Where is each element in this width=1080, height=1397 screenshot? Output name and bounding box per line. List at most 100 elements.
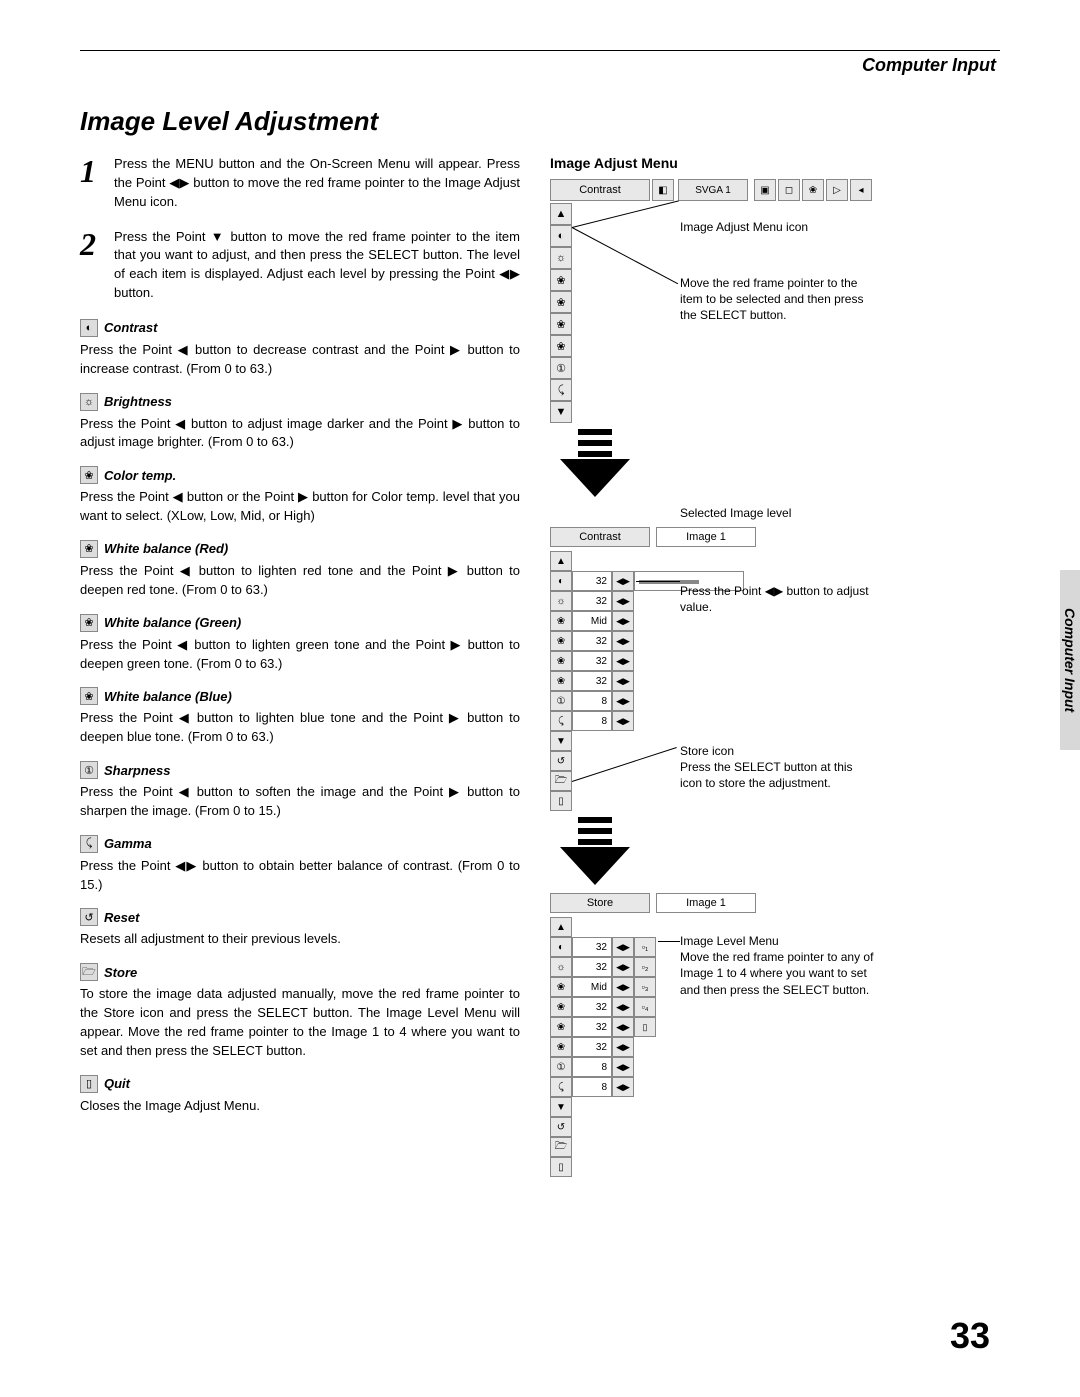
val: 32 <box>572 997 612 1017</box>
section-body: Press the Point ◀ button to soften the i… <box>80 783 520 821</box>
section-title: Store <box>104 965 137 980</box>
section-title: Gamma <box>104 836 152 851</box>
caption-store-b: Press the SELECT button at this icon to … <box>680 759 870 791</box>
section-wb-red: ❀White balance (Red) Press the Point ◀ b… <box>80 540 520 600</box>
section-title: Color temp. <box>104 468 176 483</box>
wb-red-icon: ❀ <box>550 291 572 313</box>
spinner-icon: ◀▶ <box>612 1077 634 1097</box>
pointer-line <box>636 581 680 582</box>
val: 32 <box>572 957 612 977</box>
big-arrow-2 <box>560 817 630 887</box>
colortemp-icon: ❀ <box>550 611 572 631</box>
contrast-icon: ◐ <box>80 319 98 337</box>
val: 32 <box>572 1017 612 1037</box>
contrast-icon: ◐ <box>550 225 572 247</box>
brightness-icon: ☼ <box>80 393 98 411</box>
section-sharpness: ①Sharpness Press the Point ◀ button to s… <box>80 761 520 821</box>
menu-icon: ◧ <box>652 179 674 201</box>
section-store: 🗁 Store To store the image data adjusted … <box>80 963 520 1060</box>
val: 8 <box>572 1077 612 1097</box>
gamma-icon: ⤹ <box>550 711 572 731</box>
spinner-icon: ◀▶ <box>612 997 634 1017</box>
section-body: Press the Point ◀ button to lighten red … <box>80 562 520 600</box>
svga-label: SVGA 1 <box>678 179 748 201</box>
page: Computer Input Image Level Adjustment 1 … <box>80 50 1000 1177</box>
gamma-icon: ⤹ <box>80 835 98 853</box>
spinner-icon: ◀▶ <box>612 651 634 671</box>
caption-selected: Selected Image level <box>680 505 1080 521</box>
strip-icon: ▣ <box>754 179 776 201</box>
quit-icon: ▯ <box>550 1157 572 1177</box>
spinner-icon: ◀▶ <box>612 591 634 611</box>
spinner-icon: ◀▶ <box>612 631 634 651</box>
val: Mid <box>572 611 612 631</box>
wb-green-icon: ❀ <box>550 651 572 671</box>
section-body: Press the Point ◀ button or the Point ▶ … <box>80 488 520 526</box>
section-body: Press the Point ◀ button to decrease con… <box>80 341 520 379</box>
up-icon: ▲ <box>550 917 572 937</box>
slot-2: ▫₂ <box>634 957 656 977</box>
strip-icon: ◂ <box>850 179 872 201</box>
caption-pointer: Move the red frame pointer to the item t… <box>680 275 880 324</box>
quit-icon: ▯ <box>80 1075 98 1093</box>
slot-3: ▫₃ <box>634 977 656 997</box>
store-icon: 🗁 <box>80 963 98 981</box>
val: 32 <box>572 671 612 691</box>
section-quit: ▯Quit Closes the Image Adjust Menu. <box>80 1075 520 1116</box>
spinner-icon: ◀▶ <box>612 1017 634 1037</box>
gamma-icon: ⤹ <box>550 1077 572 1097</box>
section-title: White balance (Blue) <box>104 689 232 704</box>
section-wb-blue: ❀White balance (Blue) Press the Point ◀ … <box>80 687 520 747</box>
section-title: Brightness <box>104 394 172 409</box>
header-rule <box>80 50 1000 51</box>
content: 1 Press the MENU button and the On-Scree… <box>80 155 1000 1177</box>
step-1: 1 Press the MENU button and the On-Scree… <box>80 155 520 212</box>
reset-icon: ↺ <box>550 1117 572 1137</box>
section-body: Press the Point ◀ button to lighten gree… <box>80 636 520 674</box>
spinner-icon: ◀▶ <box>612 1057 634 1077</box>
panel3-image: Image 1 <box>656 893 756 913</box>
wb-blue-icon: ❀ <box>550 335 572 357</box>
wb-green-icon: ❀ <box>550 313 572 335</box>
section-wb-green: ❀White balance (Green) Press the Point ◀… <box>80 614 520 674</box>
section-body: Press the Point ◀▶ button to obtain bett… <box>80 857 520 895</box>
quit-slot-icon: ▯ <box>634 1017 656 1037</box>
up-icon: ▲ <box>550 551 572 571</box>
val: 8 <box>572 1057 612 1077</box>
panel-label: Contrast <box>550 179 650 201</box>
strip-icon: ◻ <box>778 179 800 201</box>
spinner-icon: ◀▶ <box>612 671 634 691</box>
sharpness-icon: ① <box>550 357 572 379</box>
reset-icon: ↺ <box>550 751 572 771</box>
val: 32 <box>572 631 612 651</box>
val: 32 <box>572 937 612 957</box>
reset-icon: ↺ <box>80 908 98 926</box>
strip-icon: ▷ <box>826 179 848 201</box>
strip-icon: ❀ <box>802 179 824 201</box>
caption-level-a: Image Level Menu <box>680 933 779 949</box>
panel2-label: Contrast <box>550 527 650 547</box>
section-gamma: ⤹ Gamma Press the Point ◀▶ button to obta… <box>80 835 520 895</box>
caption-level-b: Move the red frame pointer to any of Ima… <box>680 949 890 998</box>
sharpness-icon: ① <box>550 1057 572 1077</box>
spinner-icon: ◀▶ <box>612 571 634 591</box>
section-body: Press the Point ◀ button to adjust image… <box>80 415 520 453</box>
brightness-icon: ☼ <box>550 957 572 977</box>
top-bar: Contrast ◧ SVGA 1 ▣ ◻ ❀ ▷ ◂ <box>550 179 990 201</box>
wb-blue-icon: ❀ <box>80 687 98 705</box>
step-text: Press the Point ▼ button to move the red… <box>114 228 520 303</box>
section-body: To store the image data adjusted manuall… <box>80 985 520 1060</box>
page-title: Image Level Adjustment <box>80 106 1000 137</box>
quit-icon: ▯ <box>550 791 572 811</box>
spinner-icon: ◀▶ <box>612 611 634 631</box>
section-reset: ↺Reset Resets all adjustment to their pr… <box>80 908 520 949</box>
val: 32 <box>572 1037 612 1057</box>
val: 8 <box>572 711 612 731</box>
menu-panel-3: Store Image 1 ▲ ◐32◀▶▫₁ ☼32◀▶▫₂ ❀Mid◀▶▫₃… <box>550 893 990 1177</box>
spinner-icon: ◀▶ <box>612 1037 634 1057</box>
val: 8 <box>572 691 612 711</box>
spinner-icon: ◀▶ <box>612 977 634 997</box>
colortemp-icon: ❀ <box>550 977 572 997</box>
right-title: Image Adjust Menu <box>550 155 990 171</box>
menu-panel-1: Contrast ◧ SVGA 1 ▣ ◻ ❀ ▷ ◂ ▲ ◐ ☼ ❀ <box>550 179 990 423</box>
